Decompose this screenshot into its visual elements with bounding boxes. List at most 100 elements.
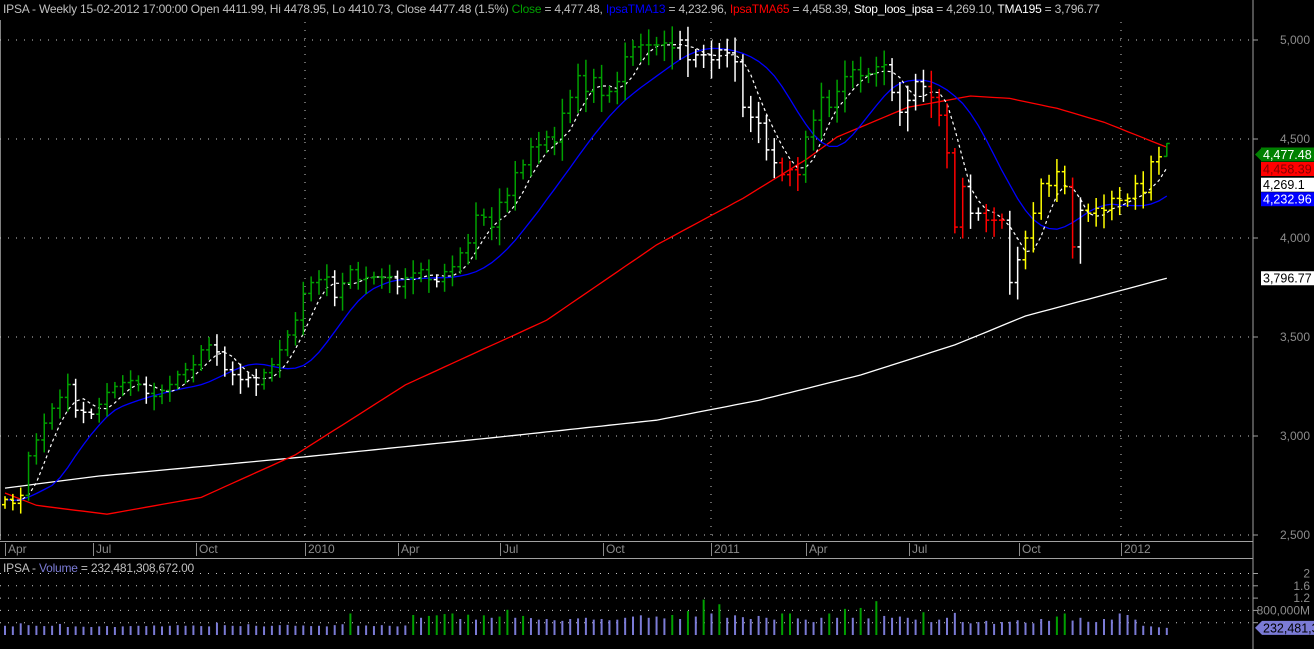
header-segment: = 4,458.39, bbox=[789, 2, 854, 16]
header-segment: = 4,477.48, bbox=[541, 2, 606, 16]
price-bar bbox=[763, 114, 770, 161]
price-bar bbox=[708, 40, 715, 79]
price-bar bbox=[1085, 203, 1092, 222]
price-bar bbox=[206, 337, 213, 361]
tag-label: 4,458.39 bbox=[1263, 163, 1312, 177]
price-bar bbox=[9, 493, 16, 511]
header-segment: IpsaTMA13 bbox=[605, 2, 666, 16]
header-segment: Stop_loos_ipsa bbox=[853, 2, 934, 16]
price-bar bbox=[355, 261, 362, 290]
price-bar bbox=[724, 38, 731, 68]
price-bar bbox=[739, 54, 746, 118]
price-bar bbox=[394, 270, 401, 295]
volume-tick-label: 800,000M bbox=[1257, 603, 1310, 617]
price-bar bbox=[331, 270, 338, 307]
volume-header: IPSA - Volume = 232,481,308,672.00 bbox=[3, 561, 194, 575]
header-segment: IpsaTMA65 bbox=[729, 2, 790, 16]
price-bar bbox=[441, 263, 448, 292]
price-bar bbox=[111, 381, 118, 399]
price-bar bbox=[826, 89, 833, 118]
price-bar bbox=[1061, 165, 1068, 195]
price-bar bbox=[1101, 194, 1107, 229]
price-bar bbox=[268, 357, 275, 382]
price-bar bbox=[944, 103, 950, 169]
tag-label: 4,269.1 bbox=[1263, 178, 1305, 192]
price-bar bbox=[700, 44, 707, 68]
tag-label: 3,796.77 bbox=[1263, 272, 1312, 286]
price-bar bbox=[1116, 187, 1123, 216]
header-segment: IPSA - Weekly 15-02-2012 17:00:00 Open 4… bbox=[3, 2, 512, 16]
price-bar bbox=[488, 207, 495, 241]
tag-background bbox=[1261, 162, 1314, 176]
price-bar bbox=[614, 71, 621, 105]
volume-header-name: Volume bbox=[38, 561, 78, 575]
price-bar bbox=[418, 262, 425, 283]
price-bar bbox=[865, 67, 872, 84]
x-axis-label: Oct bbox=[603, 543, 625, 556]
price-tick-label: 5,000 bbox=[1280, 33, 1310, 47]
header-segment: TMA195 bbox=[997, 2, 1042, 16]
price-bar bbox=[221, 346, 228, 377]
price-bar bbox=[17, 487, 24, 514]
price-bar bbox=[889, 58, 896, 102]
price-bar bbox=[143, 376, 150, 404]
price-bar bbox=[567, 89, 574, 124]
price-bar bbox=[504, 187, 511, 213]
price-bar bbox=[245, 371, 252, 388]
price-bar bbox=[896, 81, 903, 126]
price-bar bbox=[904, 85, 911, 132]
price-bar bbox=[261, 368, 268, 390]
price-bar bbox=[637, 33, 644, 62]
price-bar bbox=[33, 433, 40, 465]
price-bar bbox=[198, 345, 205, 371]
price-bar bbox=[1108, 190, 1115, 221]
price-bar bbox=[237, 363, 244, 394]
volume-tick-label: 1.2 bbox=[1293, 591, 1310, 605]
price-bar bbox=[174, 370, 181, 390]
price-bar bbox=[512, 160, 519, 211]
price-bar bbox=[410, 260, 417, 295]
price-bar bbox=[936, 88, 943, 127]
price-bar bbox=[292, 312, 299, 346]
tag-background bbox=[1255, 620, 1314, 635]
price-bar bbox=[96, 397, 103, 423]
price-bar bbox=[1093, 197, 1100, 227]
price-bar bbox=[64, 373, 71, 412]
tag-label: 4,477.48 bbox=[1263, 148, 1312, 162]
price-bar bbox=[1053, 159, 1060, 202]
price-bar bbox=[912, 73, 919, 111]
price-bar bbox=[182, 362, 189, 384]
price-bar bbox=[598, 64, 605, 113]
price-bar bbox=[363, 266, 370, 294]
price-bar bbox=[253, 368, 260, 396]
price-bar bbox=[496, 188, 503, 246]
header-segment: = 4,269.10, bbox=[933, 2, 998, 16]
x-axis-label: Jul bbox=[909, 543, 927, 556]
price-bar bbox=[300, 281, 307, 336]
price-bar bbox=[276, 339, 283, 378]
header-segment: = 3,796.77 bbox=[1041, 2, 1100, 16]
price-bar bbox=[72, 378, 79, 418]
price-bar bbox=[881, 50, 888, 86]
price-bar bbox=[857, 56, 864, 93]
price-bar bbox=[316, 270, 322, 295]
price-bar bbox=[841, 60, 848, 113]
tag-background bbox=[1261, 147, 1314, 162]
price-bar bbox=[559, 98, 566, 161]
price-value-tag: 4,477.48 bbox=[1255, 147, 1314, 162]
price-bar bbox=[653, 36, 660, 56]
price-bar bbox=[959, 177, 966, 239]
price-bar bbox=[975, 207, 982, 221]
price-bar bbox=[151, 382, 158, 411]
price-tick-label: 3,000 bbox=[1280, 429, 1310, 443]
price-bar bbox=[983, 203, 990, 233]
price-bar bbox=[284, 330, 291, 357]
x-axis-label: 2011 bbox=[711, 543, 740, 556]
price-bar bbox=[1077, 197, 1084, 264]
price-bar bbox=[818, 82, 825, 140]
price-bar bbox=[535, 131, 542, 164]
price-value-tag: 4,232.96 bbox=[1261, 192, 1314, 207]
x-axis-label: 2012 bbox=[1121, 543, 1151, 556]
price-bar bbox=[575, 63, 582, 113]
